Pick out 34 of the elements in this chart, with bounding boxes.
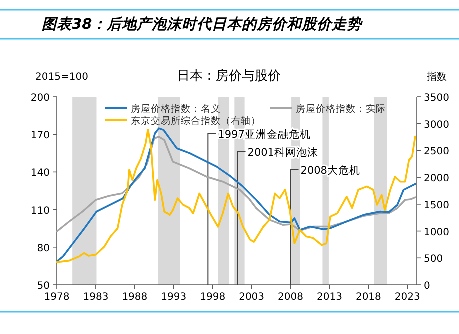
x-tick-label: 1993 (161, 292, 187, 303)
x-tick-label: 2023 (394, 292, 420, 303)
x-tick-label: 2008 (278, 292, 304, 303)
y-tick-label: 170 (30, 130, 50, 142)
y-tick-label: 110 (30, 206, 50, 217)
y2-tick-label: 2500 (424, 146, 450, 158)
x-tick-label: 2013 (317, 292, 342, 303)
ref-line-label: 2008大危机 (300, 164, 360, 177)
y2-tick-label: 3000 (424, 120, 450, 131)
legend-label: 东京交易所综合指数（右轴） (131, 115, 261, 127)
y-tick-label: 200 (30, 93, 50, 104)
ref-line-label: 2001科网泡沫 (248, 146, 319, 159)
y2-axis-title: 指数 (426, 71, 447, 83)
x-tick-label: 2003 (239, 292, 265, 303)
y-tick-label: 50 (37, 281, 50, 292)
chart-title: 图表38：后地产泡沫时代日本的房价和股价走势 (42, 16, 364, 33)
legend-label: 房屋价格指数：名义 (131, 103, 221, 115)
x-tick-label: 1978 (44, 292, 70, 303)
y-tick-label: 80 (37, 243, 50, 254)
y-tick-label: 140 (30, 168, 50, 180)
x-tick-label: 1983 (83, 292, 109, 303)
y2-tick-label: 1500 (424, 200, 450, 212)
chart-subtitle: 日本：房价与股价 (177, 68, 281, 84)
ref-line-label: 1997亚洲金融危机 (218, 128, 311, 141)
y2-tick-label: 500 (424, 254, 444, 266)
y2-tick-label: 0 (424, 281, 430, 292)
y2-tick-label: 1000 (424, 227, 450, 238)
x-tick-label: 2018 (356, 292, 382, 303)
legend-label: 房屋价格指数：实际 (296, 103, 386, 115)
y2-tick-label: 3500 (424, 93, 450, 104)
y2-tick-label: 2000 (424, 174, 450, 185)
y-axis-title: 2015=100 (36, 72, 88, 83)
x-tick-label: 1998 (200, 292, 226, 303)
x-tick-label: 1988 (122, 292, 148, 303)
